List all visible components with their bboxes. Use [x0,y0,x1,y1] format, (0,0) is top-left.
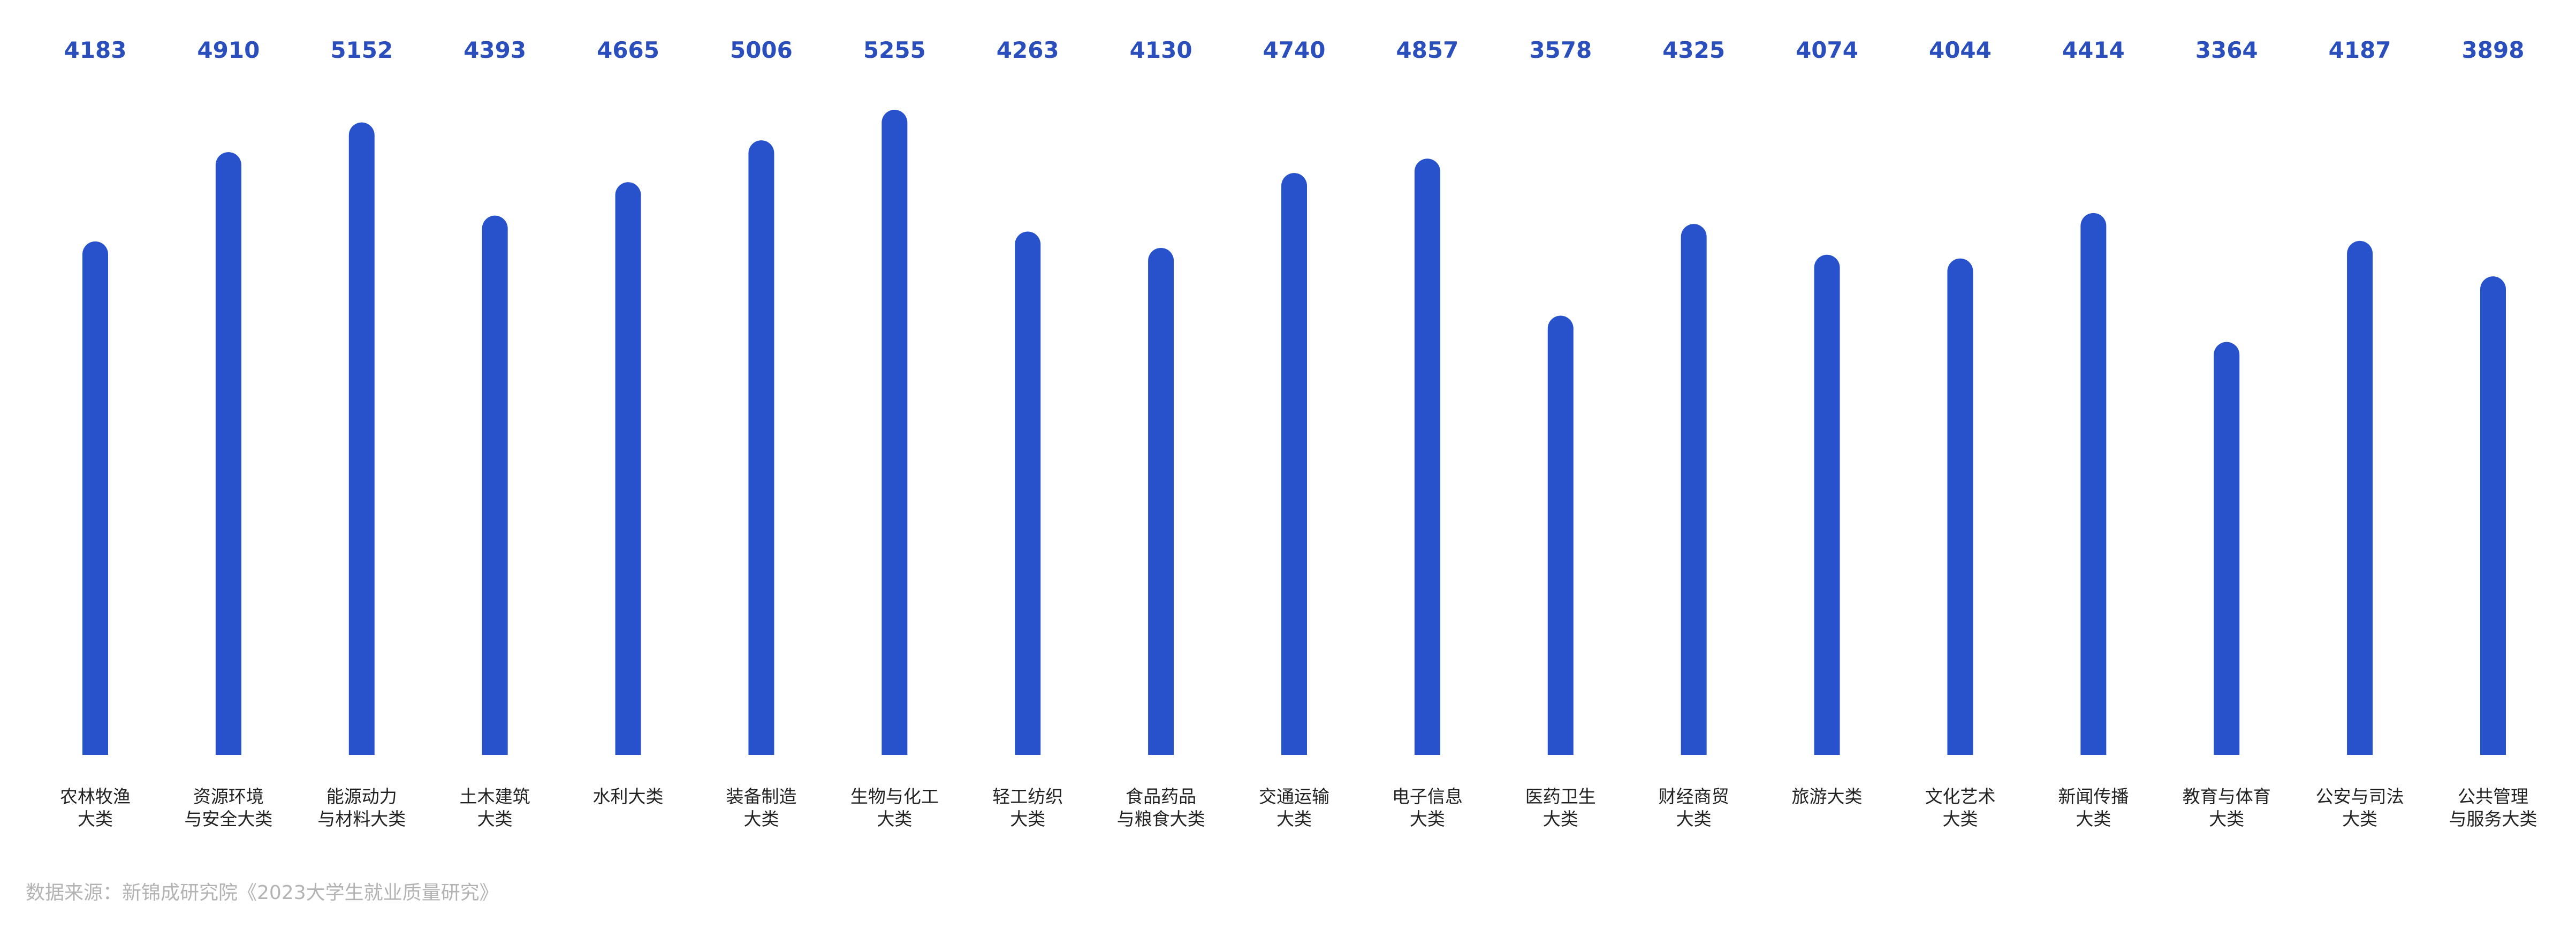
value-label: 4187 [2329,37,2391,63]
bar [1414,158,1440,755]
bar [748,140,774,755]
category-label: 公共管理 [2458,786,2528,807]
category-label: 与服务大类 [2449,809,2537,829]
value-label: 4074 [1796,37,1858,63]
value-label: 3578 [1529,37,1592,63]
value-label: 5006 [730,37,793,63]
category-label: 土木建筑 [460,786,530,807]
category-label: 大类 [2209,809,2244,829]
category-label: 生物与化工 [850,786,939,807]
bar [2214,342,2240,755]
category-label: 文化艺术 [1925,786,1995,807]
bar [1547,315,1574,755]
bar [82,241,108,755]
category-label: 与粮食大类 [1117,809,1205,829]
category-label: 财经商贸 [1659,786,1729,807]
category-label: 大类 [2342,809,2377,829]
bar [1281,173,1307,755]
category-label: 教育与体育 [2183,786,2271,807]
category-label: 旅游大类 [1792,786,1863,807]
category-label: 大类 [1543,809,1578,829]
bar [1947,258,1973,755]
value-label: 4414 [2062,37,2125,63]
value-label: 4325 [1662,37,1725,63]
value-label: 3898 [2462,37,2525,63]
category-label: 能源动力 [326,786,397,807]
category-label: 医药卫生 [1525,786,1596,807]
category-label: 公安与司法 [2316,786,2404,807]
bar [1015,231,1041,755]
value-label: 4183 [64,37,127,63]
bar [1148,247,1174,755]
source-note: 数据来源：新锦成研究院《2023大学生就业质量研究》 [26,882,499,904]
bar [615,182,641,755]
category-label: 大类 [1942,809,1978,829]
category-label: 大类 [1010,809,1045,829]
bar [1681,224,1707,755]
bar [2080,213,2107,755]
value-label: 4044 [1929,37,1992,63]
category-label: 食品药品 [1126,786,1196,807]
category-label: 大类 [2076,809,2111,829]
category-label: 农林牧渔 [60,786,131,807]
category-label: 水利大类 [593,786,664,807]
category-label: 大类 [1410,809,1445,829]
value-label: 4665 [597,37,659,63]
bar [882,110,908,755]
category-label: 与安全大类 [184,809,272,829]
value-label: 4263 [997,37,1059,63]
bar [348,122,375,756]
bar [1814,254,1840,756]
value-label: 4393 [463,37,526,63]
category-label: 电子信息 [1392,786,1463,807]
category-label: 与材料大类 [317,809,406,829]
value-label: 4740 [1263,37,1326,63]
category-label: 大类 [1676,809,1712,829]
category-label: 大类 [743,809,779,829]
category-label: 资源环境 [193,786,264,807]
bar [482,215,508,756]
category-label: 大类 [78,809,113,829]
category-label: 交通运输 [1259,786,1329,807]
value-label: 3364 [2195,37,2258,63]
category-label: 大类 [877,809,912,829]
category-label: 新闻传播 [2058,786,2129,807]
category-label: 大类 [477,809,513,829]
value-label: 4910 [197,37,260,63]
category-label: 装备制造 [726,786,796,807]
value-label: 5255 [863,37,926,63]
category-label: 轻工纺织 [992,786,1063,807]
bar [215,152,241,756]
category-label: 大类 [1276,809,1312,829]
value-label: 4857 [1396,37,1458,63]
bar [2347,240,2373,755]
value-label: 5152 [330,37,393,63]
bar [2480,276,2506,755]
value-label: 4130 [1130,37,1192,63]
